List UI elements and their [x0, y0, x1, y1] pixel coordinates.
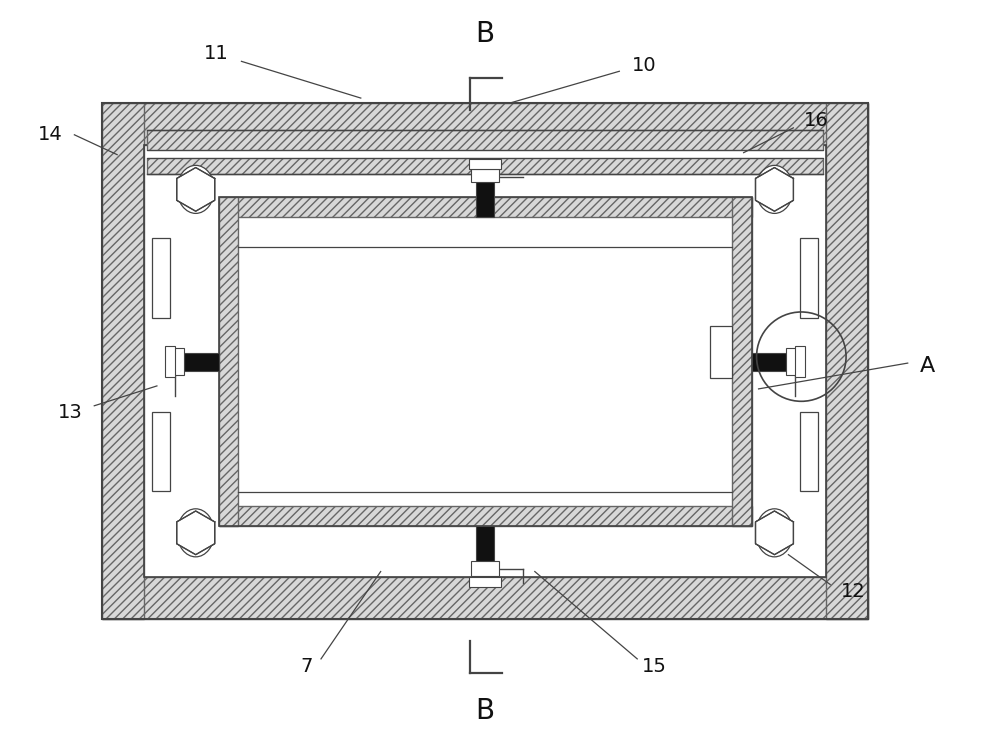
- Bar: [469, 578, 501, 587]
- Bar: [144, 145, 826, 578]
- Bar: [102, 103, 868, 145]
- Bar: [795, 345, 805, 378]
- Bar: [219, 198, 238, 526]
- Bar: [169, 348, 184, 376]
- Bar: [752, 353, 786, 370]
- Bar: [476, 182, 494, 217]
- Ellipse shape: [756, 165, 793, 213]
- Bar: [147, 158, 823, 173]
- Text: 12: 12: [841, 582, 865, 601]
- Bar: [147, 130, 823, 149]
- Text: 13: 13: [58, 403, 83, 422]
- Bar: [710, 327, 732, 378]
- Bar: [471, 560, 499, 575]
- Text: A: A: [920, 356, 935, 376]
- Bar: [219, 198, 752, 526]
- Text: 16: 16: [804, 111, 829, 131]
- Bar: [476, 526, 494, 560]
- Bar: [800, 238, 818, 318]
- Bar: [238, 217, 732, 506]
- Bar: [469, 158, 501, 168]
- Ellipse shape: [756, 509, 793, 556]
- Text: 7: 7: [300, 657, 312, 677]
- Ellipse shape: [177, 509, 214, 556]
- Bar: [102, 578, 868, 619]
- Bar: [147, 149, 823, 158]
- Text: 11: 11: [204, 44, 229, 63]
- Polygon shape: [756, 511, 793, 555]
- Bar: [102, 103, 868, 619]
- Text: 10: 10: [632, 56, 657, 75]
- Bar: [144, 145, 826, 578]
- Bar: [471, 168, 499, 182]
- Bar: [826, 103, 868, 619]
- Bar: [732, 198, 752, 526]
- Text: 15: 15: [642, 657, 667, 677]
- Ellipse shape: [177, 165, 214, 213]
- Bar: [152, 412, 170, 491]
- Bar: [165, 345, 175, 378]
- Bar: [219, 198, 752, 217]
- Polygon shape: [177, 167, 215, 211]
- Text: B: B: [476, 696, 495, 725]
- Bar: [184, 353, 219, 370]
- Polygon shape: [177, 511, 215, 555]
- Text: 14: 14: [38, 125, 63, 144]
- Bar: [786, 348, 801, 376]
- Bar: [800, 412, 818, 491]
- Bar: [219, 506, 752, 526]
- Bar: [152, 238, 170, 318]
- Bar: [102, 103, 144, 619]
- Polygon shape: [756, 167, 793, 211]
- Text: B: B: [476, 20, 495, 47]
